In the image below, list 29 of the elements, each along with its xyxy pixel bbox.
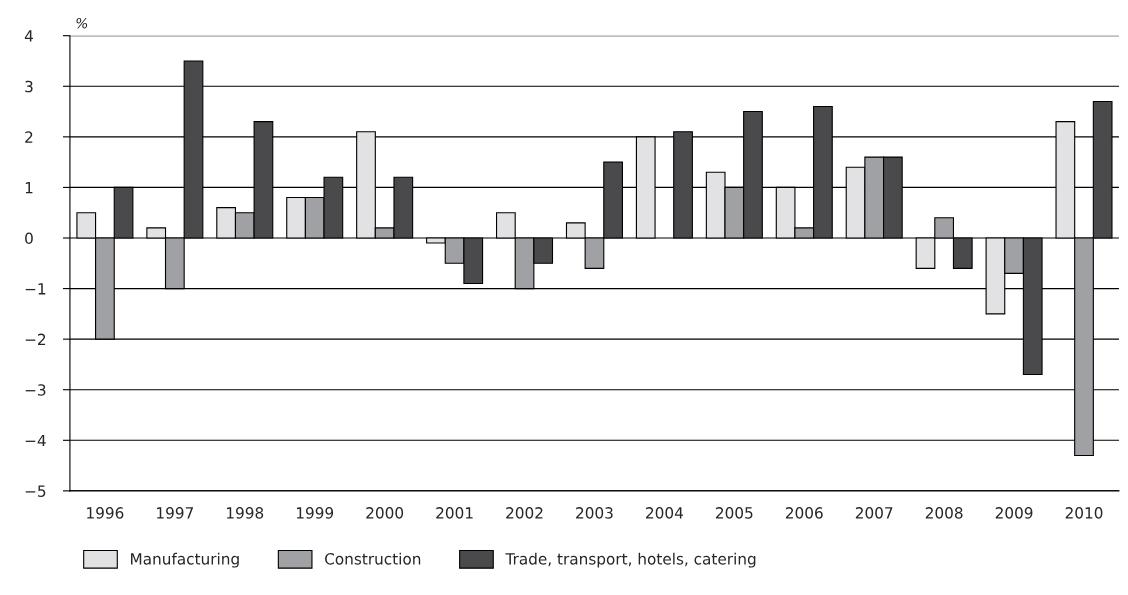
x-tick-label: 1999 [296, 507, 334, 519]
x-tick-label: 2009 [995, 507, 1033, 519]
y-axis-title: % [76, 17, 88, 29]
legend-label: Construction [325, 552, 421, 565]
y-tick-label: −4 [25, 434, 46, 447]
x-tick-label: 1997 [157, 507, 193, 519]
y-tick-label: 0 [25, 232, 33, 245]
legend-label: Manufacturing [131, 552, 239, 568]
x-tick-label: 2005 [716, 507, 753, 519]
y-tick-label: −5 [25, 485, 46, 497]
x-tick-label: 2010 [1065, 507, 1103, 519]
x-tick-label: 2003 [576, 507, 613, 519]
y-tick-label: 1 [25, 182, 33, 194]
y-tick-label: −1 [25, 283, 46, 295]
x-tick-label: 2002 [506, 507, 543, 519]
y-tick-label: −2 [25, 333, 46, 345]
x-tick-label: 2006 [785, 507, 823, 519]
x-tick-label: 1998 [227, 507, 264, 519]
x-tick-label: 2007 [855, 507, 893, 519]
legend-label: Trade, transport, hotels, catering [505, 552, 756, 568]
x-tick-label: 1996 [87, 507, 124, 519]
y-tick-label: −3 [25, 384, 46, 396]
y-tick-label: 3 [25, 80, 33, 93]
x-tick-label: 2000 [366, 507, 404, 519]
x-tick-label: 2008 [925, 507, 963, 519]
x-tick-label: 2001 [436, 507, 473, 519]
y-tick-label: 4 [24, 30, 33, 42]
y-tick-label: 2 [25, 131, 33, 143]
x-tick-label: 2004 [646, 507, 683, 519]
